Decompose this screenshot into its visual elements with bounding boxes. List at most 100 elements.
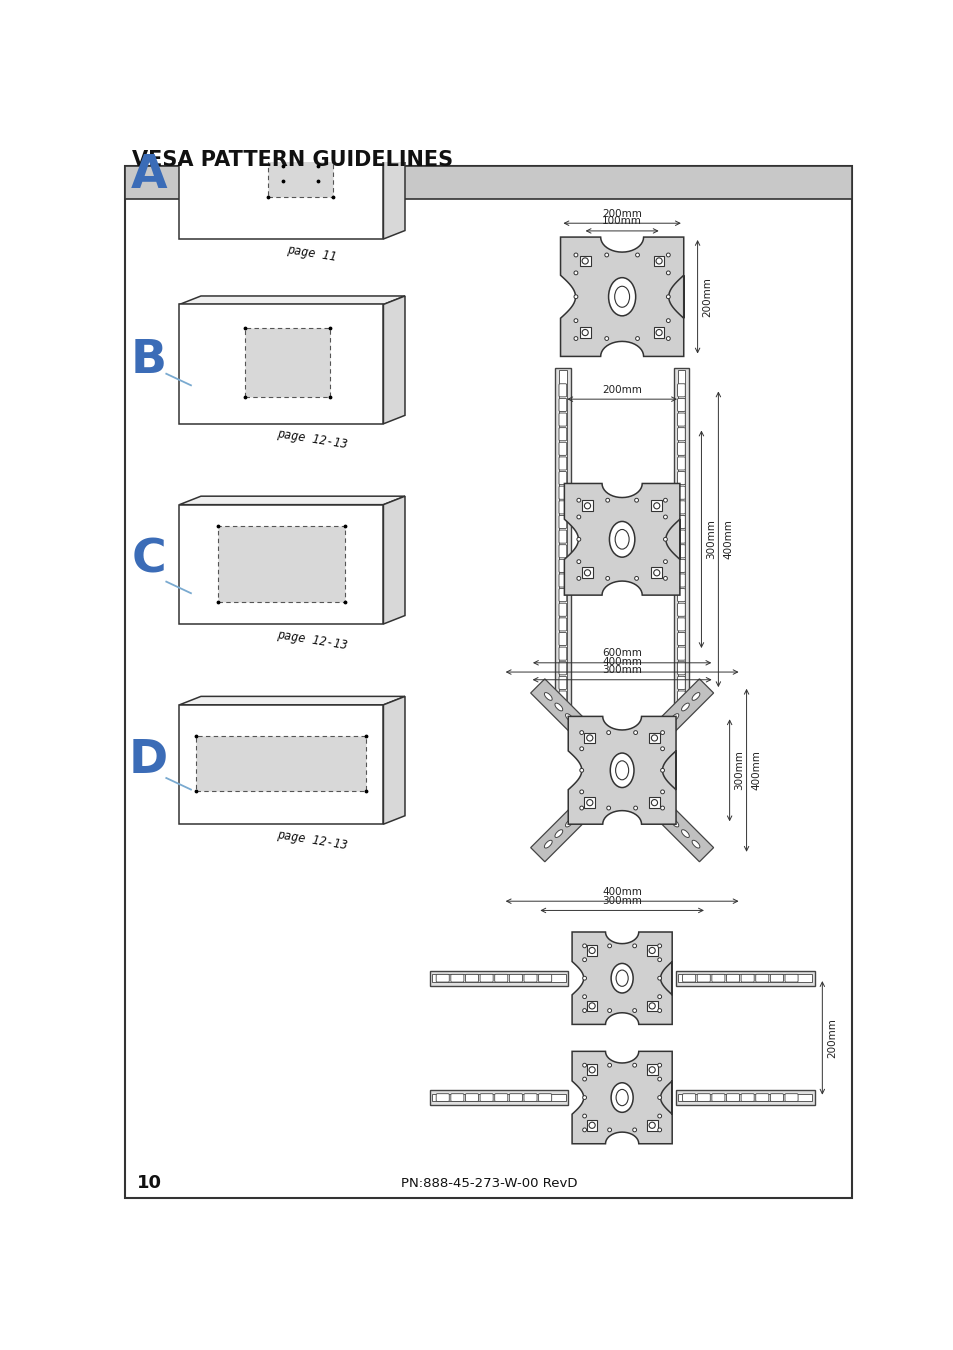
Text: 100mm: 100mm <box>601 216 641 227</box>
Bar <box>268 150 333 197</box>
Bar <box>653 255 664 266</box>
Ellipse shape <box>691 840 700 848</box>
FancyBboxPatch shape <box>755 975 768 981</box>
Bar <box>646 945 657 956</box>
Polygon shape <box>530 763 629 861</box>
Circle shape <box>659 747 664 751</box>
FancyBboxPatch shape <box>677 516 684 528</box>
FancyBboxPatch shape <box>677 443 684 455</box>
FancyBboxPatch shape <box>681 1094 695 1102</box>
Bar <box>179 505 383 624</box>
Circle shape <box>657 1077 660 1081</box>
FancyBboxPatch shape <box>558 574 566 587</box>
Circle shape <box>635 336 639 340</box>
Polygon shape <box>383 497 405 624</box>
Bar <box>217 526 345 602</box>
Ellipse shape <box>565 819 573 828</box>
Circle shape <box>633 730 637 734</box>
Bar <box>581 501 592 512</box>
Ellipse shape <box>586 798 594 806</box>
Circle shape <box>657 944 660 948</box>
Text: 300mm: 300mm <box>601 896 641 906</box>
Circle shape <box>588 1003 595 1008</box>
Text: 400mm: 400mm <box>601 887 641 896</box>
Text: 10: 10 <box>137 1174 162 1192</box>
Circle shape <box>581 258 588 265</box>
Circle shape <box>634 498 638 502</box>
Bar <box>648 798 659 809</box>
Text: 300mm: 300mm <box>734 751 743 790</box>
FancyBboxPatch shape <box>436 975 449 981</box>
Ellipse shape <box>691 693 700 701</box>
Bar <box>432 1094 565 1102</box>
FancyBboxPatch shape <box>436 1094 449 1102</box>
Circle shape <box>574 294 578 298</box>
FancyBboxPatch shape <box>538 1094 551 1102</box>
Text: C: C <box>132 539 166 583</box>
FancyBboxPatch shape <box>784 975 798 981</box>
Circle shape <box>634 576 638 580</box>
Polygon shape <box>572 1052 672 1143</box>
FancyBboxPatch shape <box>677 383 684 397</box>
Bar <box>653 327 664 338</box>
Bar <box>579 255 590 266</box>
Circle shape <box>582 1114 586 1118</box>
Circle shape <box>607 1129 611 1131</box>
Circle shape <box>663 576 667 580</box>
Ellipse shape <box>680 703 689 711</box>
Text: page 12-13: page 12-13 <box>275 828 348 852</box>
FancyBboxPatch shape <box>770 975 782 981</box>
Ellipse shape <box>610 753 634 787</box>
Circle shape <box>577 537 580 541</box>
Circle shape <box>605 498 609 502</box>
Circle shape <box>588 1066 595 1073</box>
FancyBboxPatch shape <box>740 1094 754 1102</box>
Circle shape <box>632 1064 636 1066</box>
FancyBboxPatch shape <box>770 1094 782 1102</box>
FancyBboxPatch shape <box>558 486 566 500</box>
Circle shape <box>635 252 639 256</box>
Bar <box>648 733 659 744</box>
Circle shape <box>582 1008 586 1012</box>
FancyBboxPatch shape <box>677 647 684 660</box>
Circle shape <box>666 252 670 256</box>
FancyBboxPatch shape <box>558 618 566 630</box>
Circle shape <box>577 576 580 580</box>
Bar <box>245 328 329 397</box>
Text: B: B <box>131 338 167 383</box>
FancyBboxPatch shape <box>740 975 754 981</box>
FancyBboxPatch shape <box>451 1094 463 1102</box>
Bar <box>584 733 595 744</box>
Circle shape <box>582 1077 586 1081</box>
Circle shape <box>656 329 661 336</box>
Text: page 12-13: page 12-13 <box>275 628 348 652</box>
FancyBboxPatch shape <box>677 618 684 630</box>
FancyBboxPatch shape <box>523 1094 537 1102</box>
FancyBboxPatch shape <box>558 456 566 470</box>
FancyBboxPatch shape <box>697 1094 710 1102</box>
Bar <box>646 1064 657 1075</box>
Circle shape <box>579 790 583 794</box>
Text: 200mm: 200mm <box>826 1018 836 1058</box>
Text: 600mm: 600mm <box>601 648 641 659</box>
Text: 200mm: 200mm <box>601 209 641 219</box>
Ellipse shape <box>576 809 583 817</box>
Ellipse shape <box>659 809 667 817</box>
Ellipse shape <box>649 798 657 806</box>
Ellipse shape <box>628 756 636 764</box>
Polygon shape <box>179 497 405 505</box>
Circle shape <box>579 747 583 751</box>
Text: VESA PATTERN GUIDELINES: VESA PATTERN GUIDELINES <box>132 150 453 170</box>
Circle shape <box>648 1066 655 1073</box>
FancyBboxPatch shape <box>558 428 566 440</box>
Ellipse shape <box>639 745 646 753</box>
Bar <box>678 1094 811 1102</box>
Circle shape <box>659 730 664 734</box>
Bar <box>558 370 566 709</box>
Bar <box>646 1120 657 1131</box>
FancyBboxPatch shape <box>677 501 684 514</box>
FancyBboxPatch shape <box>495 975 507 981</box>
Text: D: D <box>129 738 168 783</box>
FancyBboxPatch shape <box>697 975 710 981</box>
Circle shape <box>659 768 664 772</box>
